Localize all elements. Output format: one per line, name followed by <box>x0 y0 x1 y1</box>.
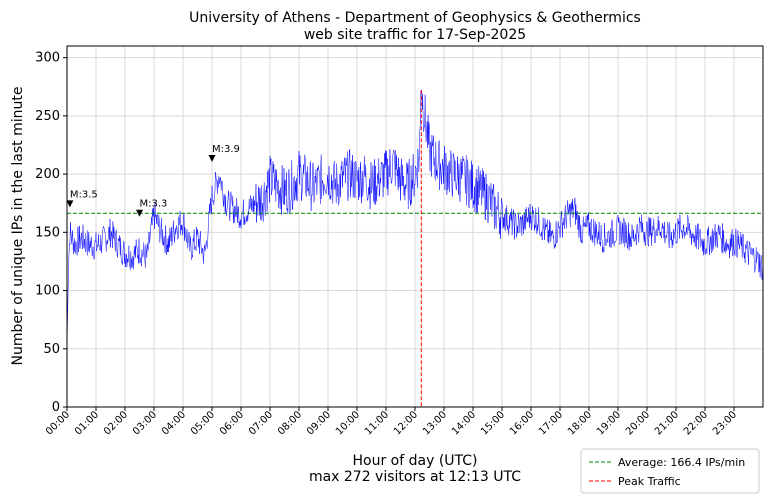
x-tick-label: 13:00 <box>421 409 449 437</box>
x-tick-label: 05:00 <box>189 409 217 437</box>
x-tick-label: 02:00 <box>102 409 130 437</box>
x-axis-ticks: 00:00 01:00 02:00 03:00 04:00 05:00 06:00 07:00… <box>44 407 739 438</box>
chart-title: University of Athens - Department of Geo… <box>189 10 641 26</box>
x-tick-label: 11:00 <box>363 409 391 437</box>
earthquake-label: M:3.9 <box>212 144 240 155</box>
earthquake-marker <box>208 154 216 162</box>
earthquake-marker <box>66 200 74 208</box>
x-tick-label: 21:00 <box>653 409 681 437</box>
series-layer <box>66 90 764 349</box>
earthquake-label: M:3.5 <box>70 189 98 200</box>
y-tick-label: 50 <box>43 342 60 357</box>
x-axis-sublabel: max 272 visitors at 12:13 UTC <box>309 469 521 485</box>
x-tick-label: 07:00 <box>247 409 275 437</box>
x-tick-label: 19:00 <box>595 409 623 437</box>
x-tick-label: 23:00 <box>711 409 739 437</box>
y-tick-label: 300 <box>35 51 60 66</box>
reference-lines <box>67 90 763 407</box>
x-tick-label: 06:00 <box>218 409 246 437</box>
x-tick-label: 14:00 <box>450 409 478 437</box>
x-tick-label: 16:00 <box>508 409 536 437</box>
earthquake-markers: M:3.5 M:3.3 M:3.9 <box>66 144 240 217</box>
traffic-series-line <box>66 90 764 349</box>
legend: Average: 166.4 IPs/min Peak Traffic <box>580 448 760 494</box>
x-tick-label: 03:00 <box>131 409 159 437</box>
y-tick-label: 150 <box>35 225 60 240</box>
x-tick-label: 22:00 <box>682 409 710 437</box>
y-axis-label: Number of unique IPs in the last minute <box>10 87 26 366</box>
x-axis-label: Hour of day (UTC) <box>353 453 478 469</box>
x-tick-label: 15:00 <box>479 409 507 437</box>
x-tick-label: 08:00 <box>276 409 304 437</box>
legend-peak-label: Peak Traffic <box>618 475 681 488</box>
y-tick-label: 250 <box>35 109 60 124</box>
chart-subtitle: web site traffic for 17-Sep-2025 <box>304 27 526 43</box>
x-tick-label: 12:00 <box>392 409 420 437</box>
legend-average-label: Average: 166.4 IPs/min <box>618 456 745 469</box>
x-tick-label: 18:00 <box>566 409 594 437</box>
y-axis-ticks: 0 50 100 150 200 250 300 <box>35 51 67 415</box>
earthquake-marker <box>136 209 143 217</box>
x-tick-label: 01:00 <box>73 409 101 437</box>
earthquake-label: M:3.3 <box>140 199 168 210</box>
x-tick-label: 20:00 <box>624 409 652 437</box>
x-tick-label: 17:00 <box>537 409 565 437</box>
y-tick-label: 0 <box>52 400 60 415</box>
x-tick-label: 04:00 <box>160 409 188 437</box>
y-tick-label: 100 <box>35 284 60 299</box>
legend-box <box>580 448 760 494</box>
x-tick-label: 09:00 <box>305 409 333 437</box>
y-tick-label: 200 <box>35 167 60 182</box>
x-tick-label: 10:00 <box>334 409 362 437</box>
